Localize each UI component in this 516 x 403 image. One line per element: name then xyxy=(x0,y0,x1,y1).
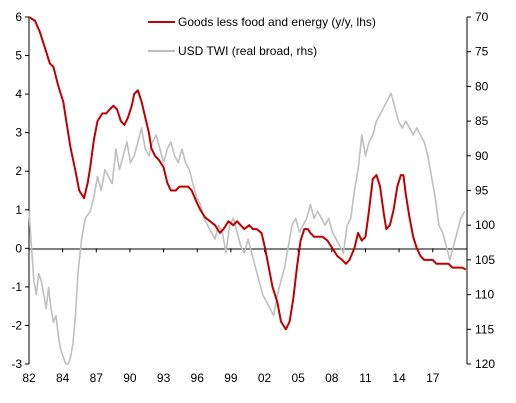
series-layer xyxy=(28,16,467,365)
x-tick-label: 02 xyxy=(258,371,272,385)
right-tick-label: 100 xyxy=(475,218,495,232)
left-tick-label: 3 xyxy=(15,126,22,140)
x-tick-label: 11 xyxy=(359,371,372,385)
series-line-goods xyxy=(28,16,467,331)
legend: Goods less food and energy (y/y, lhs) US… xyxy=(148,15,376,58)
x-tick-label: 05 xyxy=(291,371,305,385)
right-tick-label: 110 xyxy=(475,288,494,302)
right-tick-label: 105 xyxy=(475,253,495,267)
x-tick-label: 82 xyxy=(22,371,36,385)
right-tick-label: 90 xyxy=(475,149,489,163)
x-tick-label: 84 xyxy=(56,371,70,385)
left-tick-label: -2 xyxy=(11,318,22,332)
x-tick-label: 08 xyxy=(325,371,339,385)
left-tick-label: 6 xyxy=(15,10,22,24)
left-tick-label: 1 xyxy=(15,203,22,217)
right-tick-label: 120 xyxy=(475,357,495,371)
right-tick-label: 75 xyxy=(475,45,489,59)
x-tick-label: 87 xyxy=(90,371,104,385)
x-tick-label: 14 xyxy=(392,371,406,385)
legend-label-goods: Goods less food and energy (y/y, lhs) xyxy=(178,15,376,29)
right-tick-label: 95 xyxy=(475,184,489,198)
left-tick-label: 4 xyxy=(15,87,22,101)
left-y-ticks: -3 -2 -1 0 1 2 3 4 5 6 xyxy=(11,10,29,371)
left-tick-label: -1 xyxy=(11,280,22,294)
left-tick-label: 0 xyxy=(15,241,22,255)
x-tick-label: 93 xyxy=(157,371,171,385)
right-y-ticks: 70 75 80 85 90 95 100 105 110 115 120 xyxy=(467,10,495,371)
x-ticks: 82 84 87 90 93 96 99 02 05 08 11 14 17 xyxy=(22,248,440,385)
left-tick-label: -3 xyxy=(11,357,22,371)
legend-label-usd: USD TWI (real broad, rhs) xyxy=(178,44,317,58)
right-tick-label: 85 xyxy=(475,114,489,128)
right-tick-label: 70 xyxy=(475,10,489,24)
right-tick-label: 115 xyxy=(475,322,494,336)
x-tick-label: 90 xyxy=(123,371,137,385)
x-tick-label: 96 xyxy=(191,371,205,385)
left-tick-label: 2 xyxy=(15,164,22,178)
series-line-usd xyxy=(28,92,466,365)
x-tick-label: 17 xyxy=(426,371,440,385)
left-tick-label: 5 xyxy=(15,49,22,63)
x-tick-label: 99 xyxy=(224,371,238,385)
right-tick-label: 80 xyxy=(475,79,489,93)
